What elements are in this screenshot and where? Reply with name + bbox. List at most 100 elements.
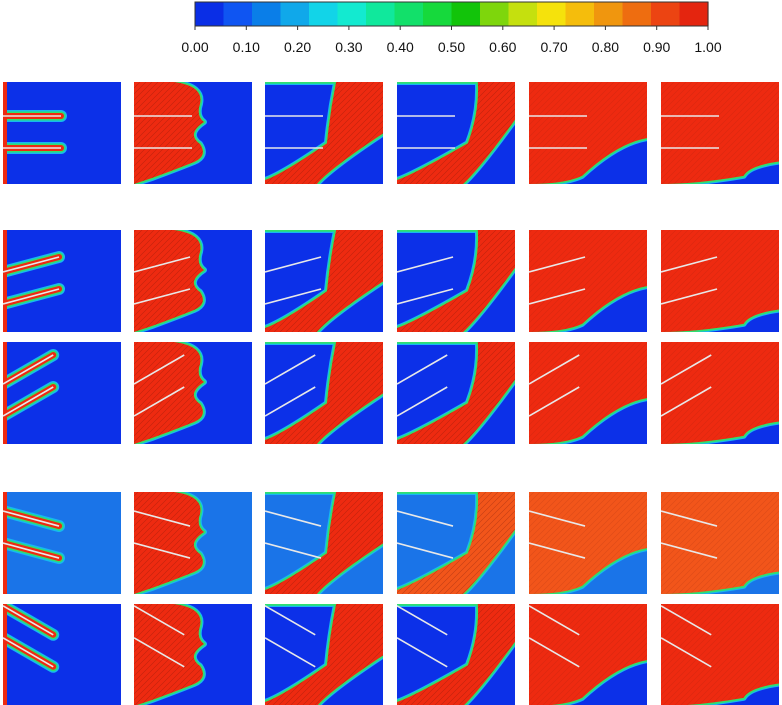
colorbar-swatch — [252, 2, 282, 26]
plate — [265, 288, 322, 305]
simulation-panel — [3, 492, 121, 594]
plate — [3, 542, 60, 559]
simulation-panel — [661, 230, 779, 332]
plate — [397, 542, 454, 559]
plate — [3, 288, 60, 305]
turbulence-texture — [134, 604, 204, 705]
plate — [529, 288, 586, 305]
liquid-region — [3, 82, 121, 184]
plate — [265, 510, 322, 527]
plate — [134, 510, 191, 527]
colorbar-swatch — [366, 2, 396, 26]
plate — [3, 605, 54, 636]
colorbar-tick-label: 0.00 — [181, 39, 208, 55]
colorbar-tick-label: 0.70 — [540, 39, 567, 55]
simulation-panel — [134, 230, 252, 332]
plate — [134, 288, 191, 305]
colorbar-tick-label: 0.80 — [592, 39, 619, 55]
simulation-panel — [265, 492, 383, 594]
turbulence-texture — [397, 604, 515, 705]
colorbar-tick-label: 0.10 — [233, 39, 260, 55]
turbulence-texture — [661, 82, 779, 184]
colorbar-swatch — [565, 2, 595, 26]
plate — [397, 354, 448, 385]
colorbar-tick-label: 0.90 — [643, 39, 670, 55]
plate — [134, 354, 185, 385]
plate — [134, 605, 185, 636]
simulation-panel — [661, 82, 779, 184]
plate — [397, 637, 448, 668]
plate — [529, 605, 580, 636]
turbulence-texture — [397, 342, 515, 444]
plate — [397, 288, 454, 305]
plate — [397, 510, 454, 527]
colorbar-swatches — [195, 2, 709, 26]
simulation-panel — [3, 604, 121, 705]
simulation-panel — [3, 230, 121, 332]
simulation-panel — [265, 230, 383, 332]
colorbar-swatch — [195, 2, 225, 26]
plate — [661, 510, 718, 527]
turbulence-texture — [397, 492, 515, 594]
simulation-panel — [397, 82, 515, 184]
liquid-region — [3, 230, 121, 332]
plate — [661, 637, 712, 668]
simulation-panel — [134, 342, 252, 444]
simulation-panel — [134, 604, 252, 705]
simulation-panel — [265, 342, 383, 444]
plate — [661, 288, 718, 305]
plate — [3, 510, 60, 527]
colorbar-swatch — [480, 2, 510, 26]
plate — [661, 256, 718, 273]
plate — [265, 637, 316, 668]
turbulence-texture — [397, 230, 515, 332]
turbulence-texture — [397, 82, 515, 184]
simulation-panel — [661, 342, 779, 444]
inlet-strip — [3, 604, 7, 705]
inlet-strip — [3, 342, 7, 444]
colorbar-swatch — [309, 2, 339, 26]
simulation-panel — [529, 604, 647, 705]
simulation-panel — [661, 492, 779, 594]
simulation-panel — [3, 82, 121, 184]
plate — [529, 510, 586, 527]
colorbar-swatch — [651, 2, 681, 26]
colorbar-swatch — [280, 2, 310, 26]
simulation-panel — [265, 604, 383, 705]
turbulence-texture — [661, 492, 779, 594]
colorbar-swatch — [451, 2, 481, 26]
plate — [134, 386, 185, 417]
simulation-panel — [529, 82, 647, 184]
turbulence-texture — [661, 230, 779, 332]
plate — [661, 386, 712, 417]
colorbar-swatch — [508, 2, 538, 26]
simulation-panel — [529, 492, 647, 594]
turbulence-texture — [265, 230, 383, 332]
plate — [661, 605, 712, 636]
simulation-panel — [134, 492, 252, 594]
colorbar-swatch — [537, 2, 567, 26]
liquid-region — [3, 342, 121, 444]
turbulence-texture — [134, 342, 204, 444]
simulation-panel — [529, 342, 647, 444]
turbulence-texture — [265, 82, 383, 184]
plate — [397, 605, 448, 636]
turbulence-texture — [134, 230, 204, 332]
plate — [265, 605, 316, 636]
colorbar-swatch — [679, 2, 709, 26]
colorbar-swatch — [622, 2, 652, 26]
plate — [265, 386, 316, 417]
plate — [529, 386, 580, 417]
colorbar-tick-label: 0.40 — [387, 39, 414, 55]
plate — [529, 542, 586, 559]
plate — [529, 256, 586, 273]
simulation-panel — [3, 342, 121, 444]
plate — [134, 256, 191, 273]
colorbar-tick-label: 0.60 — [489, 39, 516, 55]
plate — [661, 354, 712, 385]
inlet-strip — [3, 230, 7, 332]
inlet-strip — [3, 82, 7, 184]
simulation-panel — [397, 492, 515, 594]
simulation-panel — [661, 604, 779, 705]
